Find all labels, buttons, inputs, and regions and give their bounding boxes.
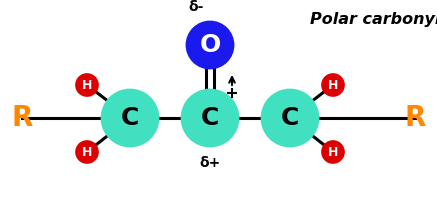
Text: C: C [121, 106, 139, 130]
Circle shape [182, 90, 238, 146]
Text: H: H [328, 78, 338, 92]
Circle shape [322, 74, 344, 96]
Circle shape [262, 90, 318, 146]
Text: C: C [201, 106, 219, 130]
Circle shape [187, 22, 233, 68]
Circle shape [322, 141, 344, 163]
Text: H: H [328, 145, 338, 158]
Text: δ+: δ+ [199, 156, 221, 170]
Circle shape [76, 74, 98, 96]
Circle shape [76, 141, 98, 163]
Text: δ-: δ- [188, 0, 204, 14]
Text: R: R [404, 104, 426, 132]
Text: O: O [199, 33, 221, 57]
Text: R: R [11, 104, 33, 132]
Circle shape [102, 90, 158, 146]
Text: H: H [82, 78, 92, 92]
Text: Polar carbonyl group in ketones: Polar carbonyl group in ketones [310, 12, 437, 27]
Text: H: H [82, 145, 92, 158]
Text: C: C [281, 106, 299, 130]
